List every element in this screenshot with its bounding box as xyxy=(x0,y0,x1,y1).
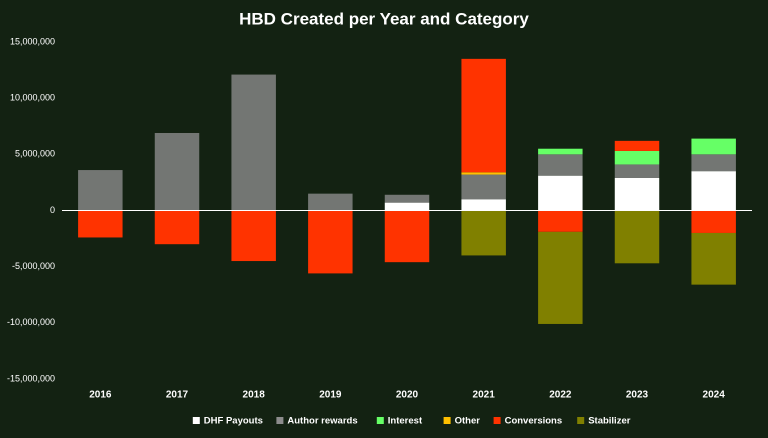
legend-swatch xyxy=(276,417,284,424)
x-tick-label: 2017 xyxy=(166,390,189,401)
legend-swatch xyxy=(192,417,200,424)
legend-swatch xyxy=(376,417,384,424)
bar-segment xyxy=(691,171,736,211)
y-tick-label: 15,000,000 xyxy=(10,36,55,46)
bar-segment xyxy=(78,170,123,211)
y-tick-label: -10,000,000 xyxy=(7,317,55,327)
bar-segment xyxy=(691,138,736,155)
bar-segment xyxy=(78,210,123,238)
y-tick-label: -5,000,000 xyxy=(12,261,55,271)
bar-segment xyxy=(231,210,276,262)
bar-segment xyxy=(308,210,353,274)
bar-segment xyxy=(538,210,583,232)
bar-segment xyxy=(384,202,430,211)
chart-title: HBD Created per Year and Category xyxy=(239,9,529,28)
bar-segment xyxy=(691,210,736,233)
y-tick-label: 10,000,000 xyxy=(10,93,55,103)
legend-label: Interest xyxy=(388,416,423,427)
legend-swatch xyxy=(493,417,501,424)
legend-swatch xyxy=(577,417,585,424)
bar-segment xyxy=(461,172,506,175)
bar-segment xyxy=(538,148,583,155)
legend-label: Other xyxy=(455,416,481,427)
bar-segment xyxy=(461,210,506,256)
x-tick-label: 2016 xyxy=(89,390,112,401)
bar-segment xyxy=(231,74,276,211)
y-tick-label: 0 xyxy=(50,205,55,215)
x-tick-label: 2022 xyxy=(549,390,572,401)
x-tick-label: 2021 xyxy=(473,390,496,401)
bar-segment xyxy=(154,132,200,211)
bar-segment xyxy=(691,232,736,285)
bar-segment xyxy=(461,174,506,200)
bar-segment xyxy=(384,210,430,263)
y-tick-label: -15,000,000 xyxy=(7,373,55,383)
bar-segment xyxy=(461,58,506,173)
bar-segment xyxy=(154,210,200,245)
x-tick-label: 2023 xyxy=(626,390,649,401)
legend-label: Author rewards xyxy=(287,416,357,427)
bar-segment xyxy=(614,140,660,151)
bar-segment xyxy=(614,150,660,165)
bar-segment xyxy=(538,231,583,324)
x-tick-label: 2024 xyxy=(703,390,726,401)
x-tick-label: 2019 xyxy=(319,390,342,401)
legend-label: DHF Payouts xyxy=(204,416,263,427)
bar-segment xyxy=(614,164,660,178)
bar-segment xyxy=(384,194,430,203)
bar-segment xyxy=(538,154,583,176)
y-tick-label: 5,000,000 xyxy=(15,149,55,159)
legend-label: Stabilizer xyxy=(588,416,631,427)
legend-swatch xyxy=(443,417,451,424)
bar-segment xyxy=(614,177,660,211)
bar-segment xyxy=(538,175,583,211)
bar-segment xyxy=(691,154,736,172)
x-tick-label: 2018 xyxy=(243,390,266,401)
legend-label: Conversions xyxy=(505,416,563,427)
x-tick-label: 2020 xyxy=(396,390,419,401)
bar-segment xyxy=(461,199,506,211)
bar-segment xyxy=(614,210,660,264)
bar-segment xyxy=(308,193,353,211)
